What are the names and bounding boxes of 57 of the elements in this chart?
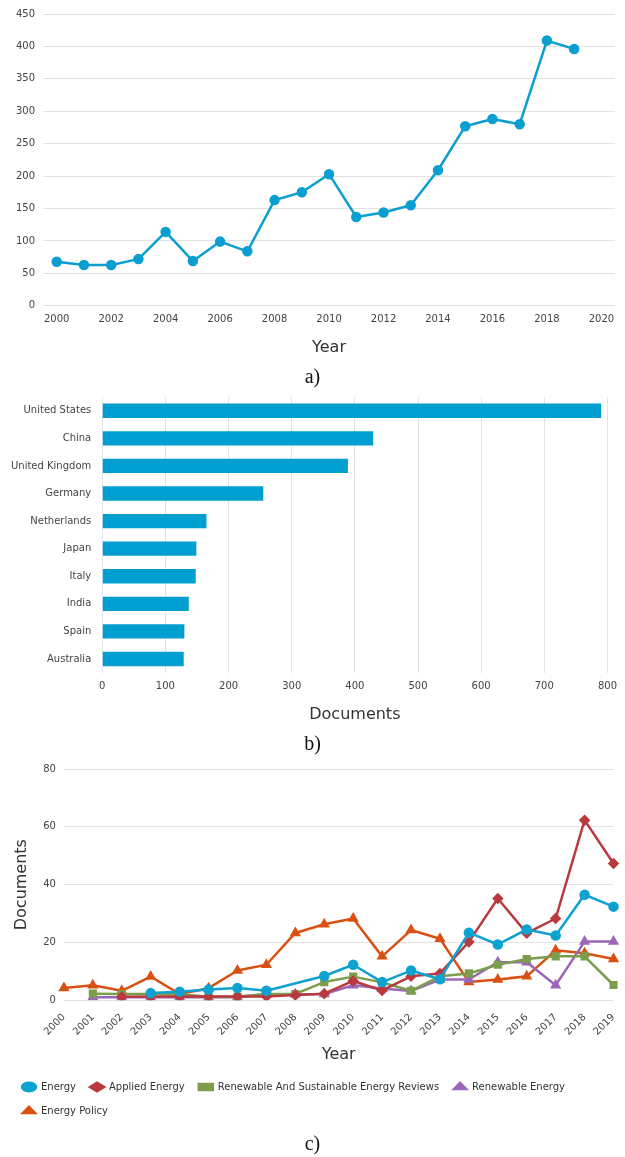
y-tick-label: 40	[43, 878, 56, 890]
y-tick-label: 0	[49, 993, 56, 1005]
x-tick-label: 2010	[316, 313, 342, 325]
y-tick-label: Netherlands	[30, 514, 92, 526]
y-tick-label: 100	[15, 234, 36, 246]
x-tick-label: 2004	[152, 313, 179, 325]
y-tick-label: Australia	[47, 652, 92, 664]
x-tick-label: 500	[408, 680, 428, 692]
y-tick-label: 350	[15, 72, 36, 84]
legend-label: Energy Policy	[41, 1104, 109, 1116]
legend-label: Renewable And Sustainable Energy Reviews	[217, 1080, 440, 1092]
text: b)	[303, 732, 322, 755]
legend-label: Energy	[41, 1080, 77, 1092]
x-axis-title: Year	[320, 1043, 357, 1063]
x-tick-label: 2002	[98, 313, 124, 325]
y-tick-label: 250	[15, 137, 36, 149]
x-tick-label: 2016	[479, 313, 506, 325]
legend-label: Renewable Energy	[472, 1080, 566, 1092]
x-tick-label: 700	[534, 680, 554, 692]
y-tick-label: 150	[15, 202, 36, 214]
x-tick-label: 800	[597, 680, 617, 692]
y-tick-label: United Kingdom	[11, 459, 92, 471]
y-tick-label: Japan	[62, 542, 92, 554]
y-tick-label: Germany	[45, 487, 92, 499]
text: c)	[303, 1131, 322, 1157]
x-tick-label: 600	[471, 680, 491, 692]
x-tick-label: 2008	[261, 313, 288, 325]
y-tick-label: 300	[15, 104, 36, 116]
x-tick-label: 200	[219, 680, 239, 692]
y-tick-label: 20	[43, 936, 56, 948]
x-tick-label: 300	[282, 680, 302, 692]
legend-label: Applied Energy	[109, 1080, 185, 1092]
y-tick-label: 50	[22, 266, 36, 278]
y-tick-label: Spain	[63, 625, 92, 637]
x-tick-label: 0	[99, 680, 106, 692]
x-tick-label: 2006	[207, 313, 233, 325]
x-axis-title: Year	[311, 336, 347, 356]
x-tick-label: 2020	[588, 313, 615, 325]
text: a)	[303, 365, 322, 387]
y-tick-label: United States	[23, 404, 92, 416]
y-tick-label: 400	[15, 40, 36, 52]
y-tick-label: China	[62, 431, 92, 443]
x-tick-label: 2018	[534, 313, 560, 325]
x-tick-label: 100	[155, 680, 175, 692]
y-tick-label: 450	[15, 7, 36, 19]
x-axis-title: Documents	[309, 703, 401, 723]
x-tick-label: 2000	[43, 313, 70, 325]
y-axis-title: Documents	[10, 839, 30, 931]
y-tick-label: 0	[28, 299, 36, 311]
x-tick-label: 2012	[370, 313, 397, 325]
x-tick-label: 2014	[425, 313, 451, 325]
y-tick-label: Italy	[69, 569, 92, 581]
y-tick-label: 200	[15, 169, 36, 181]
y-tick-label: 80	[43, 762, 56, 774]
y-tick-label: India	[66, 597, 92, 609]
x-tick-label: 400	[345, 680, 365, 692]
y-tick-label: 60	[43, 820, 56, 832]
